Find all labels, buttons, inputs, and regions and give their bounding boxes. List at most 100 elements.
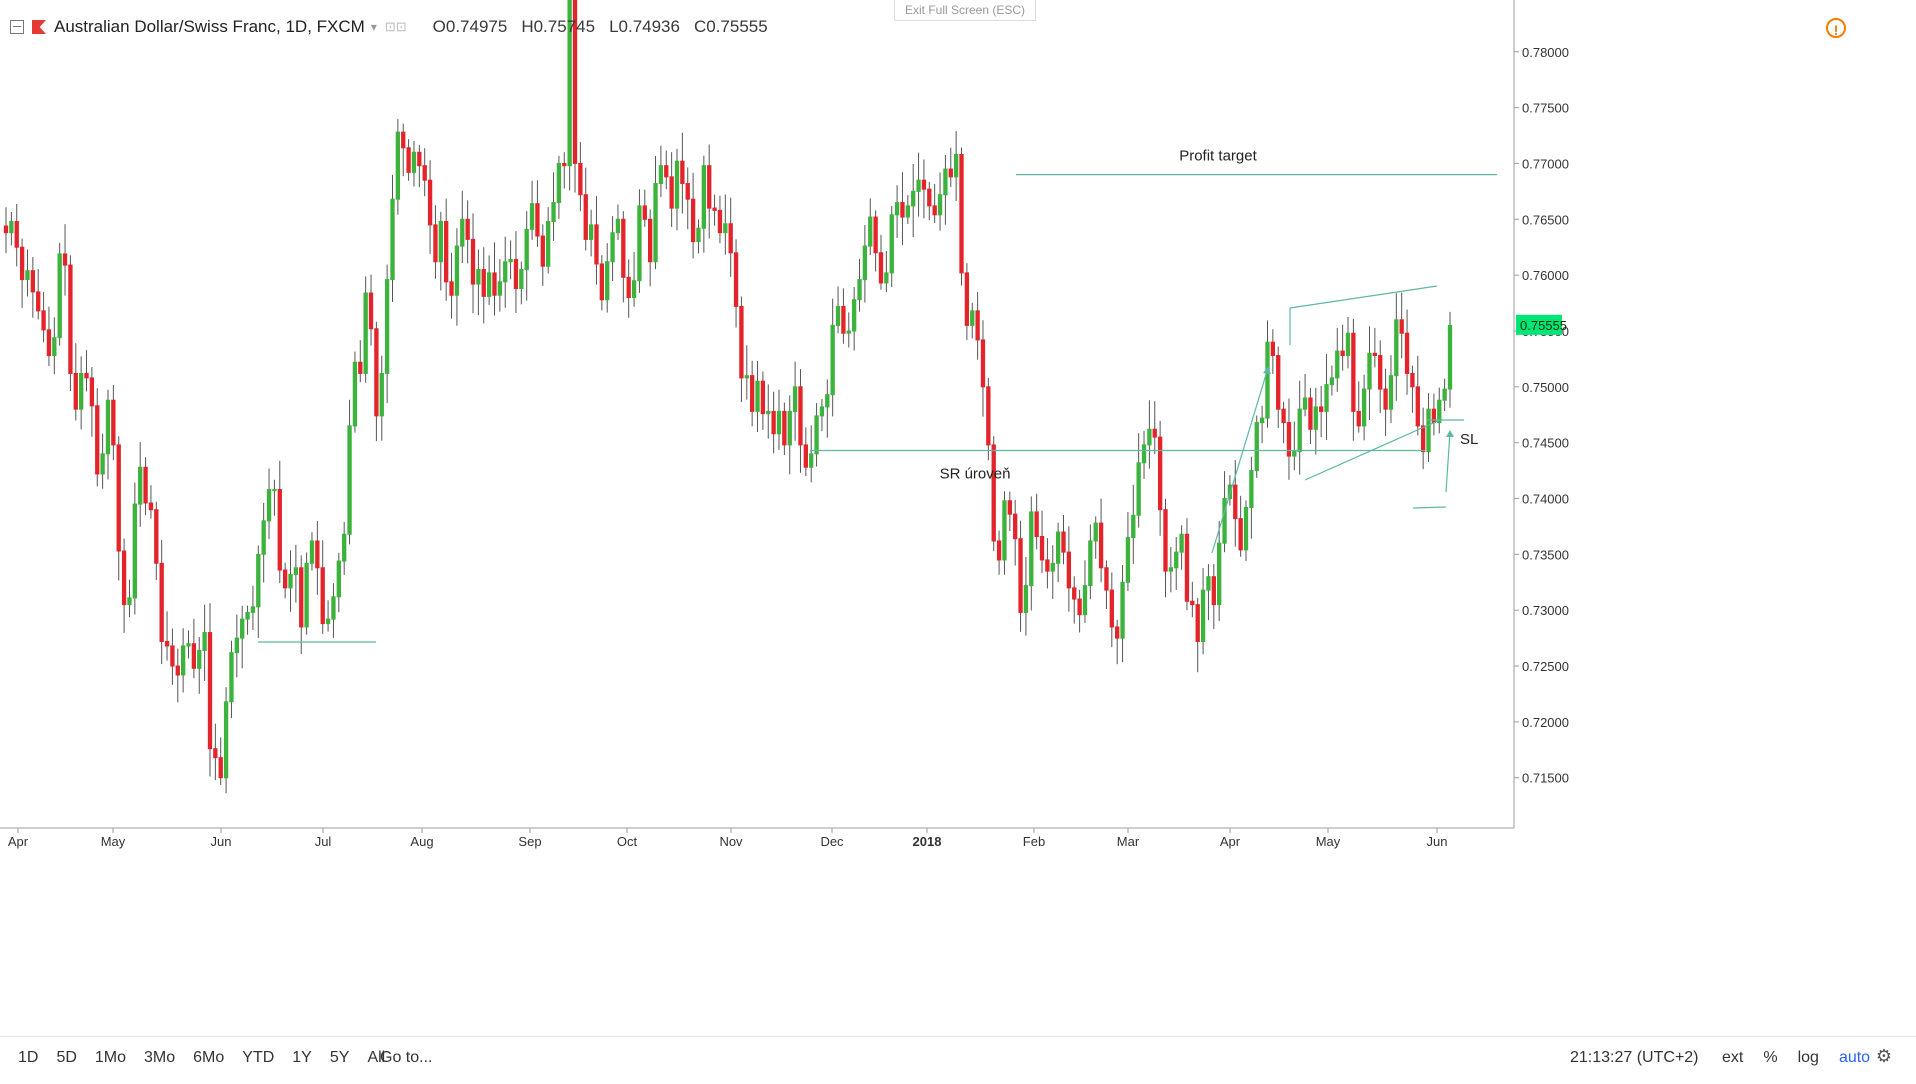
candle-body — [540, 235, 545, 267]
candle-body — [787, 410, 792, 446]
price-tick-label: 0.77000 — [1522, 156, 1569, 171]
percent-toggle[interactable]: % — [1763, 1049, 1778, 1066]
price-tick-label: 0.72000 — [1522, 715, 1569, 730]
candle-body — [637, 205, 642, 282]
candle-body — [1410, 372, 1415, 388]
auto-toggle[interactable]: auto — [1838, 1049, 1871, 1066]
candle-body — [825, 394, 830, 408]
price-tick-label: 0.74500 — [1522, 436, 1569, 451]
candle-body — [851, 299, 857, 332]
range-ytd[interactable]: YTD — [242, 1049, 275, 1066]
candle-body — [460, 218, 465, 247]
range-1y[interactable]: 1Y — [292, 1049, 312, 1066]
candle-body — [481, 269, 486, 297]
candle-body — [653, 183, 658, 263]
time-tick-label: 2018 — [913, 834, 942, 849]
candle-body — [1007, 500, 1012, 515]
clock-readout: 21:13:27 (UTC+2) — [1570, 1049, 1699, 1066]
collapse-square-icon[interactable] — [10, 20, 24, 34]
candle-body — [642, 205, 647, 220]
sl-arrow-head — [1446, 430, 1454, 437]
candle-body — [1447, 324, 1453, 390]
candle-body — [508, 258, 513, 263]
candle-body — [78, 372, 84, 410]
candle-body — [868, 216, 873, 247]
candle-body — [685, 183, 690, 200]
settings-square-icon[interactable]: ⊡⊡ — [384, 19, 407, 34]
candle-body — [84, 372, 89, 379]
candle-body — [73, 372, 78, 410]
range-5d[interactable]: 5D — [56, 1049, 77, 1066]
candle-body — [417, 151, 422, 167]
candle-body — [315, 540, 320, 569]
range-1d[interactable]: 1D — [18, 1049, 39, 1066]
candle-body — [728, 223, 733, 254]
candle-body — [132, 503, 137, 599]
candle-body — [707, 165, 712, 209]
candle-body — [427, 179, 433, 226]
candle-body — [352, 361, 358, 427]
candle-body — [723, 223, 728, 234]
candle-body — [1259, 417, 1265, 424]
candle-body — [647, 218, 653, 263]
profit-target-label: Profit target — [1179, 148, 1257, 165]
candle-body — [1233, 484, 1238, 520]
range-all[interactable]: All — [367, 1049, 386, 1066]
range-6mo[interactable]: 6Mo — [193, 1049, 225, 1066]
candle-body — [551, 202, 556, 223]
candle-body — [776, 410, 782, 435]
candle-body — [739, 305, 744, 379]
candle-body — [121, 550, 127, 606]
candle-body — [1217, 542, 1222, 606]
candle-body — [1168, 567, 1174, 572]
candle-body — [293, 567, 299, 575]
candle-body — [771, 410, 776, 435]
candle-body — [513, 258, 519, 290]
log-toggle[interactable]: log — [1797, 1049, 1819, 1066]
candle-body — [1147, 428, 1152, 446]
candle-body — [1072, 587, 1077, 600]
candle-body — [116, 444, 121, 552]
candle-body — [932, 205, 937, 216]
candle-body — [953, 154, 959, 178]
time-tick-label: Feb — [1023, 834, 1045, 849]
warning-icon[interactable]: ! — [1826, 18, 1846, 38]
candle-body — [809, 453, 814, 468]
candle-body — [245, 611, 250, 620]
dropdown-icon[interactable]: ▾ — [370, 20, 377, 34]
candle-body — [959, 154, 964, 274]
candle-body — [857, 279, 862, 301]
red-flag-icon[interactable] — [32, 20, 46, 34]
goto-button[interactable]: Go to... — [380, 1049, 433, 1066]
exit-fullscreen-button[interactable]: Exit Full Screen (ESC) — [894, 0, 1037, 21]
candle-body — [100, 453, 105, 475]
candle-body — [835, 305, 841, 326]
ext-toggle[interactable]: ext — [1722, 1049, 1744, 1066]
candle-body — [95, 405, 100, 475]
candle-body — [717, 209, 723, 234]
candle-body — [1345, 332, 1351, 357]
range-5y[interactable]: 5Y — [329, 1049, 350, 1066]
candle-body — [19, 246, 25, 281]
candle-body — [240, 618, 245, 639]
candle-body — [862, 245, 868, 281]
candle-body — [1195, 604, 1200, 642]
time-tick-label: Mar — [1117, 834, 1140, 849]
gear-icon[interactable]: ⚙ — [1875, 1046, 1893, 1066]
candle-body — [1152, 428, 1157, 438]
candle-body — [610, 232, 615, 263]
candle-body — [916, 179, 921, 192]
candle-body — [889, 214, 894, 274]
candle-body — [331, 596, 336, 620]
symbol-title[interactable]: Australian Dollar/Swiss Franc, 1D, FXCM … — [54, 17, 377, 36]
candle-body — [1420, 425, 1426, 453]
candle-body — [57, 253, 62, 339]
candle-body — [986, 386, 991, 446]
range-1mo[interactable]: 1Mo — [94, 1049, 127, 1066]
candle-body — [170, 645, 175, 667]
range-3mo[interactable]: 3Mo — [144, 1049, 176, 1066]
candle-body — [272, 489, 277, 492]
candle-body — [1088, 540, 1093, 587]
